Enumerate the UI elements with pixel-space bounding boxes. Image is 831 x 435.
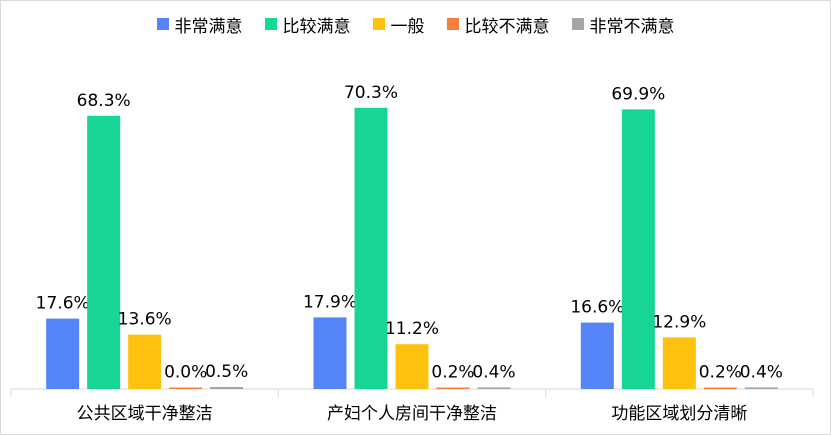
bar-1-0 xyxy=(313,317,347,389)
legend-label-fairly-satisfied: 比较满意 xyxy=(282,16,351,37)
bar-1-2 xyxy=(395,344,429,389)
legend-swatch-fairly-dissatisfied xyxy=(446,18,459,30)
x-tick-label-0: 公共区域干净整洁 xyxy=(77,404,213,424)
bar-2-4 xyxy=(744,387,778,389)
data-label-0-2: 13.6% xyxy=(118,310,172,330)
bar-1-4 xyxy=(477,387,511,389)
data-label-1-2: 11.2% xyxy=(385,319,439,339)
x-tick-label-2: 功能区域划分清晰 xyxy=(611,404,747,424)
data-label-1-1: 70.3% xyxy=(344,83,398,103)
data-label-2-0: 16.6% xyxy=(570,298,624,318)
x-tick-label-1: 产妇个人房间干净整洁 xyxy=(327,404,497,424)
data-label-0-3: 0.0% xyxy=(164,363,207,383)
bar-1-3 xyxy=(436,387,470,389)
bar-2-1 xyxy=(621,109,655,390)
data-label-1-0: 17.9% xyxy=(303,292,357,312)
legend-swatch-very-satisfied xyxy=(156,18,169,30)
data-label-2-2: 12.9% xyxy=(652,312,706,332)
data-label-1-4: 0.4% xyxy=(472,362,515,382)
legend-swatch-neutral xyxy=(372,18,385,30)
bar-2-2 xyxy=(662,337,696,389)
bar-2-0 xyxy=(580,322,614,389)
legend-label-very-satisfied: 非常满意 xyxy=(174,16,243,37)
data-label-0-0: 17.6% xyxy=(36,294,90,314)
legend-label-fairly-dissatisfied: 比较不满意 xyxy=(464,16,550,37)
data-label-2-1: 69.9% xyxy=(611,84,665,104)
bar-0-2 xyxy=(128,334,162,389)
legend-item-very-dissatisfied: 非常不满意 xyxy=(571,12,675,37)
bar-0-0 xyxy=(46,318,80,389)
data-label-0-4: 0.5% xyxy=(205,362,248,382)
data-label-0-1: 68.3% xyxy=(77,91,131,111)
legend-swatch-fairly-satisfied xyxy=(264,18,277,30)
bar-1-1 xyxy=(354,107,388,390)
data-label-1-3: 0.2% xyxy=(431,363,474,383)
legend-item-fairly-dissatisfied: 比较不满意 xyxy=(446,12,550,37)
bar-0-3 xyxy=(169,387,203,389)
bar-2-3 xyxy=(703,387,737,389)
data-label-2-3: 0.2% xyxy=(699,363,742,383)
legend-swatch-very-dissatisfied xyxy=(571,18,584,30)
legend-label-very-dissatisfied: 非常不满意 xyxy=(589,16,675,37)
legend-label-neutral: 一般 xyxy=(390,16,425,37)
bar-0-1 xyxy=(87,115,121,390)
legend-item-very-satisfied: 非常满意 xyxy=(156,12,243,37)
legend-item-fairly-satisfied: 比较满意 xyxy=(264,12,351,37)
data-label-2-4: 0.4% xyxy=(740,362,783,382)
chart-legend: 非常满意 比较满意 一般 比较不满意 非常不满意 xyxy=(1,11,830,37)
legend-item-neutral: 一般 xyxy=(372,12,425,37)
bar-0-4 xyxy=(210,387,244,389)
